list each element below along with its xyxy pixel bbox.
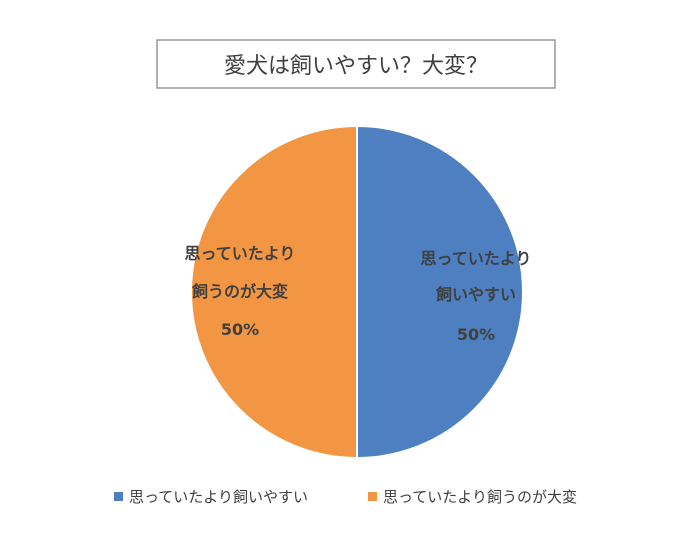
chart-title-group: 愛犬は飼いやすい？大変？ [156, 39, 556, 89]
slice-label-easy-value: 50% [457, 325, 495, 344]
slice-label-hard-line1: 思っていたより [185, 244, 296, 263]
legend: 思っていたより飼いやすい 思っていたより飼うのが大変 [114, 488, 577, 506]
pie-slices [190, 124, 524, 460]
legend-swatch-easy [114, 492, 123, 501]
slice-label-easy-line1: 思っていたより [421, 249, 532, 268]
chart-title: 愛犬は飼いやすい？大変？ [224, 54, 488, 79]
pie-slice-easy [356, 124, 524, 460]
slice-label-easy: 思っていたより 飼いやすい 50% [421, 249, 532, 344]
legend-label-hard: 思っていたより飼うのが大変 [383, 488, 577, 506]
chart-title-box [156, 39, 556, 89]
slice-label-hard-line2: 飼うのが大変 [191, 282, 288, 301]
pie-slice-hard [190, 124, 358, 460]
slice-label-hard: 思っていたより 飼うのが大変 50% [185, 244, 296, 339]
legend-swatch-hard [368, 492, 377, 501]
slice-label-easy-line2: 飼いやすい [435, 285, 516, 304]
legend-label-easy: 思っていたより飼いやすい [129, 488, 308, 506]
slice-label-hard-value: 50% [221, 320, 259, 339]
